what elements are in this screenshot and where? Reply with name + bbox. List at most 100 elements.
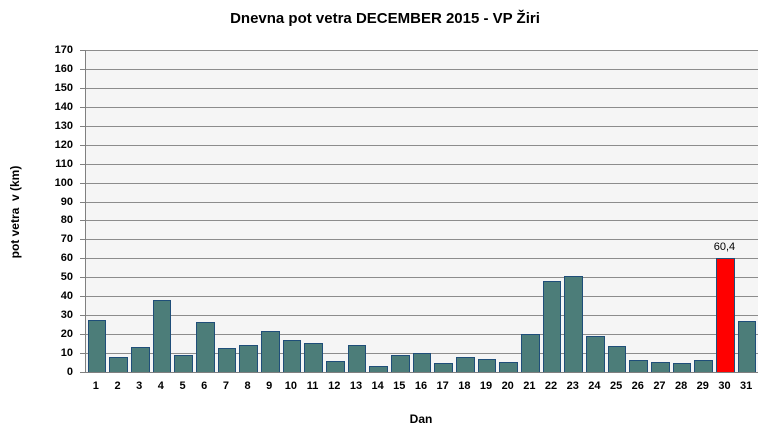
gridline-100 (86, 182, 758, 184)
y-tick-label-80: 80 (60, 214, 73, 227)
gridline-160 (86, 68, 758, 70)
bar-day-15 (391, 354, 410, 372)
gridline-50 (86, 277, 758, 279)
gridline-130 (86, 125, 758, 127)
bar-day-13 (347, 345, 367, 372)
gridline-170 (86, 50, 758, 51)
x-tick-label-6: 6 (201, 380, 208, 392)
x-tick-label-7: 7 (222, 380, 229, 392)
x-tick-label-29: 29 (696, 380, 709, 392)
gridline-40 (86, 296, 758, 298)
gridline-80 (86, 220, 758, 222)
bar-day-12 (325, 360, 345, 372)
bar-day-17 (434, 363, 453, 372)
y-tick-mark-140 (80, 106, 85, 108)
chart-title: Dnevna pot vetra DECEMBER 2015 - VP Žiri (230, 10, 540, 27)
x-tick-label-23: 23 (566, 380, 579, 392)
bar-day-2 (109, 356, 128, 372)
bar-day-11 (304, 342, 323, 372)
x-tick-label-19: 19 (479, 380, 493, 392)
bar-day-8 (239, 344, 258, 372)
x-tick-label-10: 10 (284, 380, 298, 392)
x-tick-label-21: 21 (523, 380, 536, 392)
bar-value-label: 60,4 (713, 240, 736, 253)
y-tick-mark-0 (80, 372, 85, 373)
x-tick-label-1: 1 (92, 380, 99, 392)
x-tick-label-16: 16 (414, 380, 428, 392)
bar-day-24 (586, 336, 605, 372)
y-tick-label-70: 70 (60, 233, 73, 246)
y-tick-mark-50 (80, 277, 85, 279)
x-tick-label-11: 11 (306, 380, 319, 392)
x-tick-label-30: 30 (718, 380, 731, 392)
y-tick-label-170: 170 (54, 44, 73, 56)
y-tick-mark-10 (80, 353, 85, 355)
gridline-110 (86, 163, 758, 165)
x-tick-label-17: 17 (436, 380, 449, 392)
x-tick-label-25: 25 (609, 380, 623, 392)
y-tick-label-130: 130 (54, 119, 73, 132)
y-tick-mark-110 (80, 163, 85, 165)
y-tick-label-40: 40 (60, 290, 73, 303)
bar-day-29 (694, 359, 714, 372)
y-tick-label-100: 100 (54, 176, 73, 189)
x-tick-label-15: 15 (393, 380, 406, 392)
y-tick-label-60: 60 (60, 252, 73, 265)
gridline-70 (86, 239, 758, 241)
x-tick-label-22: 22 (544, 380, 558, 392)
bar-day-26 (629, 359, 649, 372)
y-tick-label-30: 30 (60, 309, 73, 322)
bar-day-4 (152, 300, 172, 372)
x-tick-label-24: 24 (588, 380, 601, 392)
y-tick-label-0: 0 (66, 366, 73, 378)
y-tick-label-150: 150 (54, 81, 73, 94)
x-tick-label-13: 13 (349, 380, 363, 392)
bar-day-20 (499, 361, 519, 372)
y-tick-mark-130 (80, 125, 85, 127)
gridline-120 (86, 144, 758, 146)
x-tick-label-31: 31 (740, 380, 753, 392)
x-tick-label-9: 9 (266, 380, 273, 392)
x-tick-label-5: 5 (179, 380, 186, 392)
bar-day-1 (87, 319, 107, 372)
y-tick-mark-20 (80, 334, 85, 336)
y-axis-title: pot vetra v (km) (8, 165, 22, 259)
y-tick-mark-70 (80, 239, 85, 241)
gridline-90 (86, 201, 758, 203)
gridline-20 (86, 334, 758, 336)
bar-day-7 (217, 348, 237, 372)
bar-day-3 (130, 347, 150, 372)
y-tick-label-140: 140 (54, 100, 73, 113)
bar-day-21 (521, 334, 540, 372)
y-tick-mark-150 (80, 87, 85, 89)
x-tick-label-20: 20 (501, 380, 514, 392)
gridline-140 (86, 106, 758, 108)
y-tick-mark-160 (80, 68, 85, 70)
plot-area (85, 50, 758, 373)
y-tick-mark-60 (80, 258, 85, 260)
x-tick-label-4: 4 (157, 380, 164, 392)
x-tick-label-12: 12 (328, 380, 341, 392)
bar-day-27 (651, 361, 670, 372)
bar-day-25 (607, 346, 627, 372)
bar-day-6 (195, 321, 215, 372)
x-tick-label-8: 8 (244, 380, 251, 392)
x-axis-title: Dan (409, 412, 433, 426)
x-tick-label-14: 14 (371, 380, 384, 392)
y-tick-mark-100 (80, 182, 85, 184)
y-tick-mark-40 (80, 296, 85, 298)
bar-day-9 (260, 331, 280, 372)
gridline-150 (86, 87, 758, 89)
bar-day-30 (716, 257, 735, 372)
y-tick-label-160: 160 (54, 62, 73, 75)
bar-day-16 (412, 353, 432, 372)
y-tick-label-120: 120 (54, 138, 73, 151)
bar-day-28 (672, 363, 692, 372)
x-tick-label-26: 26 (631, 380, 644, 392)
y-tick-mark-80 (80, 220, 85, 222)
y-tick-label-50: 50 (60, 271, 73, 284)
y-tick-label-110: 110 (55, 157, 73, 170)
bar-day-5 (174, 354, 193, 372)
x-tick-label-28: 28 (674, 380, 688, 392)
